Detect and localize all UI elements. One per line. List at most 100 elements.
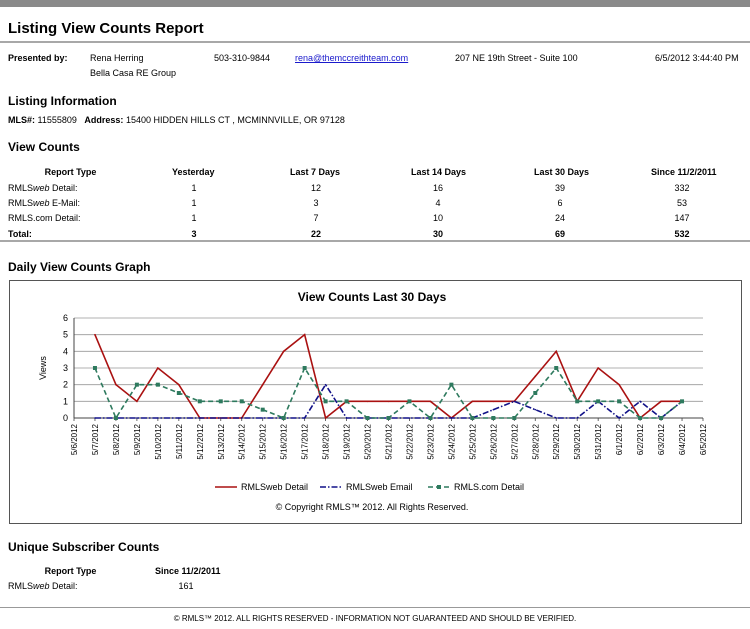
data-point	[345, 417, 348, 419]
presenter-address: 207 NE 19th Street - Suite 100	[455, 53, 578, 63]
data-point	[492, 400, 495, 403]
subscriber-row-type: RMLSweb Detail:	[8, 581, 78, 591]
col-header-last7: Last 7 Days	[290, 167, 341, 177]
x-tick-label: 5/13/2012	[217, 423, 226, 459]
x-tick-label: 5/30/2012	[573, 423, 582, 459]
data-point	[575, 399, 580, 404]
presenter-email-link[interactable]: rena@themccreithteam.com	[295, 53, 409, 63]
y-tick-label: 2	[63, 380, 68, 390]
data-point	[512, 416, 517, 420]
data-point	[492, 408, 495, 411]
table-cell: 332	[674, 183, 690, 193]
x-tick-label: 5/26/2012	[489, 423, 498, 459]
subscriber-heading: Unique Subscriber Counts	[8, 540, 160, 554]
table-cell: 12	[310, 183, 321, 193]
title-divider	[0, 41, 750, 43]
presented-by-label: Presented by:	[8, 53, 68, 63]
chart-container: View Counts Last 30 Days 0 1 2 3 4 5 6 Views 5/6/…	[9, 280, 742, 524]
data-point	[302, 366, 307, 370]
data-point	[240, 417, 243, 419]
table-cell: 10	[432, 213, 443, 223]
x-tick-label: 5/10/2012	[154, 423, 163, 459]
data-point	[596, 399, 601, 404]
data-point	[638, 416, 643, 420]
top-bar	[0, 0, 750, 7]
data-point	[281, 416, 286, 420]
x-tick-label: 5/6/2012	[70, 423, 79, 455]
x-tick-label: 5/28/2012	[531, 423, 540, 459]
y-tick-label: 0	[63, 413, 68, 423]
page-title: Listing View Counts Report	[8, 20, 204, 37]
address-value: 15400 HIDDEN HILLS CT , MCMINNVILLE, OR …	[125, 115, 345, 125]
data-point	[386, 416, 391, 420]
col-header-last14: Last 14 Days	[411, 167, 467, 177]
report-datetime: 6/5/2012 3:44:40 PM	[655, 53, 739, 63]
x-tick-label: 5/15/2012	[259, 423, 268, 459]
table-row-type: RMLSweb E-Mail:	[8, 198, 81, 208]
presenter-phone: 503-310-9844	[214, 53, 271, 63]
x-tick-label: 5/29/2012	[552, 423, 561, 459]
table-cell: 1	[191, 183, 197, 193]
col-header-since: Since 11/2/2011	[651, 167, 717, 177]
listing-info-heading: Listing Information	[8, 94, 117, 108]
data-point	[680, 399, 685, 404]
data-point	[660, 400, 662, 403]
data-point	[199, 417, 201, 419]
data-point	[366, 400, 369, 403]
chart-title: View Counts Last 30 Days	[298, 290, 447, 304]
data-point	[94, 417, 96, 419]
data-point	[136, 400, 138, 403]
x-tick-label: 6/4/2012	[678, 423, 687, 455]
table-row-type: RMLSweb Detail:	[8, 183, 78, 193]
data-point	[639, 400, 641, 403]
data-point	[113, 416, 118, 420]
data-point	[303, 333, 306, 336]
x-tick-label: 5/14/2012	[238, 423, 247, 459]
data-point	[533, 391, 538, 395]
col-header-yesterday: Yesterday	[172, 167, 215, 177]
data-point	[157, 417, 159, 419]
y-tick-label: 3	[63, 363, 68, 373]
presenter-company: Bella Casa RE Group	[90, 68, 177, 78]
graph-heading: Daily View Counts Graph	[8, 260, 151, 274]
data-point	[597, 367, 599, 369]
table-cell: 1	[191, 213, 197, 223]
mls-label: MLS#:	[8, 115, 35, 125]
x-tick-label: 5/24/2012	[447, 423, 456, 459]
listing-info-line: MLS#: 11555809 Address: 15400 HIDDEN HIL…	[8, 115, 345, 125]
data-point	[176, 391, 181, 395]
data-point	[555, 350, 558, 353]
data-point	[617, 399, 622, 404]
data-point	[428, 416, 433, 420]
total-cell: 3	[191, 229, 197, 239]
legend-label: RMLS.com Detail	[454, 482, 524, 492]
data-point	[429, 400, 432, 403]
view-counts-chart: View Counts Last 30 Days 0 1 2 3 4 5 6 Views 5/6/…	[38, 290, 708, 512]
footer-divider	[0, 607, 750, 608]
x-tick-label: 5/27/2012	[510, 423, 519, 459]
x-tick-label: 6/2/2012	[636, 423, 645, 455]
data-point	[92, 366, 97, 370]
data-point	[618, 417, 620, 419]
table-cell: 7	[313, 213, 319, 223]
table-cell: 6	[557, 198, 563, 208]
data-point	[178, 383, 180, 386]
data-point	[239, 399, 244, 404]
x-tick-label: 5/12/2012	[196, 423, 205, 459]
data-point	[471, 400, 474, 403]
data-point	[618, 383, 620, 386]
data-point	[324, 417, 327, 419]
total-cell: 30	[432, 229, 443, 239]
data-point	[157, 367, 159, 369]
legend-label: RMLSweb Detail	[241, 482, 308, 492]
table-row-type: RMLS.com Detail:	[8, 213, 81, 223]
data-point	[261, 417, 264, 419]
table-cell: 53	[676, 198, 687, 208]
data-point	[94, 333, 96, 336]
col-header-report-type: Report Type	[44, 167, 97, 177]
total-cell: 69	[554, 229, 565, 239]
data-point	[261, 383, 264, 386]
presenter-name: Rena Herring	[90, 53, 144, 63]
data-point	[218, 399, 223, 404]
data-point	[513, 400, 516, 403]
